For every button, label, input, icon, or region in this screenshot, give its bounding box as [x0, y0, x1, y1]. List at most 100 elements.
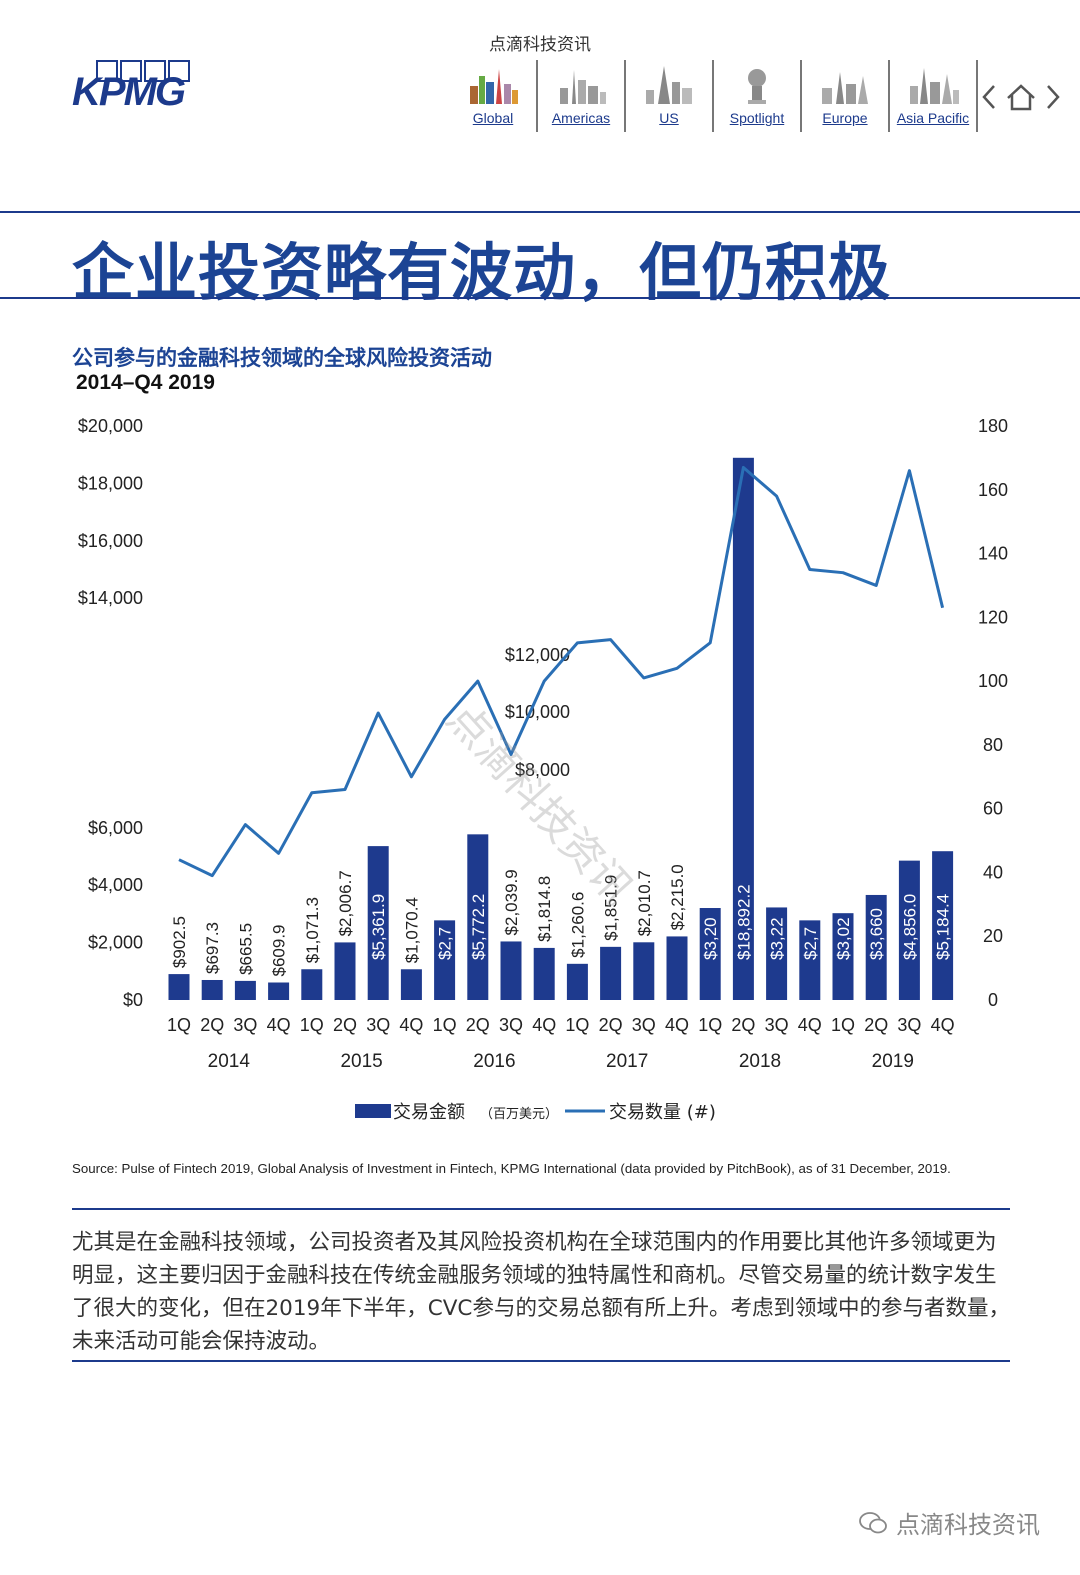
x-year-label: 2018	[739, 1051, 781, 1072]
bar-data-label: $1,851.9	[602, 875, 621, 941]
bar-mark	[865, 894, 887, 1000]
y-left-tick-label: $0	[123, 990, 143, 1010]
x-tick-label: 1Q	[831, 1015, 855, 1035]
y-right-tick-label: 120	[978, 607, 1008, 627]
bar-data-label: $1,814.8	[535, 876, 554, 942]
bar-mark	[666, 936, 688, 1000]
region-nav: Global Americas US Spotlight Europe Asia…	[450, 60, 978, 132]
nav-label: Europe	[822, 110, 868, 126]
x-tick-label: 4Q	[399, 1015, 423, 1035]
legend-label-line: 交易数量 (#)	[609, 1102, 716, 1123]
y-right-tick-label: 60	[983, 799, 1003, 819]
nav-americas[interactable]: Americas	[538, 60, 626, 132]
bar-mark	[932, 851, 954, 1000]
bar-mark	[168, 974, 190, 1000]
spotlight-icon	[748, 69, 766, 104]
legend-label-bar: 交易金额	[393, 1102, 465, 1123]
next-button[interactable]	[1047, 85, 1060, 109]
legend-swatch-bar	[355, 1104, 391, 1118]
bar-mark	[732, 457, 754, 1001]
x-tick-label: 2Q	[599, 1015, 623, 1035]
top-watermark: 点滴科技资讯	[489, 35, 591, 55]
bar-data-label: $1,070.4	[402, 897, 421, 963]
x-tick-label: 2Q	[333, 1015, 357, 1035]
y-right-tick-label: 20	[983, 926, 1003, 946]
bar-mark	[500, 941, 522, 1000]
nav-asia-pacific[interactable]: Asia Pacific	[890, 60, 978, 132]
nav-label: Global	[472, 110, 514, 126]
bar-data-label: $2,215.0	[668, 864, 687, 930]
nav-label: Asia Pacific	[896, 110, 970, 126]
bar-data-label: $5,184.4	[934, 894, 953, 960]
bar-data-label: $5,361.9	[369, 894, 388, 960]
y-right-tick-label: 180	[978, 416, 1008, 436]
y-left-tick-label: $18,000	[78, 473, 143, 493]
x-tick-label: 1Q	[167, 1015, 191, 1035]
body-rule-bottom	[72, 1360, 1010, 1362]
bar-mark	[600, 946, 622, 1000]
bar-mark	[699, 908, 721, 1000]
y-left-tick-label: $14,000	[78, 588, 143, 608]
y-left-tick-label: $10,000	[505, 702, 570, 722]
y-left-tick-label: $16,000	[78, 531, 143, 551]
line-series	[178, 465, 945, 878]
home-icon[interactable]	[1007, 84, 1035, 111]
nav-label: Spotlight	[729, 110, 785, 126]
bar-mark	[467, 834, 489, 1000]
y-right-tick-label: 0	[988, 990, 998, 1010]
x-tick-label: 2Q	[466, 1015, 490, 1035]
nav-label: US	[659, 110, 679, 126]
headline-rule-top	[0, 211, 1080, 213]
x-tick-label: 4Q	[267, 1015, 291, 1035]
x-tick-label: 3Q	[897, 1015, 921, 1035]
x-tick-label: 4Q	[665, 1015, 689, 1035]
page-title: 企业投资略有波动，但仍积极	[72, 236, 892, 309]
bar-mark	[566, 963, 588, 1000]
bar-data-label: $697.3	[203, 922, 222, 974]
nav-spotlight[interactable]: Spotlight	[714, 60, 802, 132]
bar-mark	[268, 982, 290, 1000]
bar-mark	[633, 942, 655, 1000]
x-tick-label: 3Q	[366, 1015, 390, 1035]
bar-data-label: $3,22	[768, 917, 787, 960]
bar-data-label: $4,856.0	[900, 894, 919, 960]
kpmg-logo[interactable]: KPMG	[72, 60, 192, 116]
global-skyline-icon	[470, 69, 518, 104]
bar-data-label: $2,7	[801, 927, 820, 960]
bar-data-label: $2,7	[436, 927, 455, 960]
bar-data-label: $5,772.2	[469, 894, 488, 960]
chart: $0 $2,000 $4,000 $6,000 $14,000 $16,000 $18,00…	[78, 416, 1008, 1123]
y-right-tick-label: 100	[978, 671, 1008, 691]
nav-europe[interactable]: Europe	[802, 60, 890, 132]
y-right-tick-label: 140	[978, 544, 1008, 564]
bar-data-label: $2,039.9	[502, 869, 521, 935]
x-tick-label: 3Q	[765, 1015, 789, 1035]
bar-mark	[301, 969, 323, 1000]
prev-button[interactable]	[982, 85, 995, 109]
bar-mark	[234, 980, 256, 1000]
body-rule-top	[72, 1208, 1010, 1210]
wechat-icon	[859, 1511, 887, 1533]
y-left-tick-label: $4,000	[88, 875, 143, 895]
y-right-tick-label: 160	[978, 480, 1008, 500]
y-left-tick-label: $8,000	[515, 760, 570, 780]
bar-data-label: $2,006.7	[336, 870, 355, 936]
footer-watermark: 点滴科技资讯	[858, 1505, 1040, 1540]
x-tick-label: 2Q	[731, 1015, 755, 1035]
y-left-tick-label: $6,000	[88, 818, 143, 838]
bar-mark	[766, 907, 788, 1000]
nav-global[interactable]: Global	[450, 60, 538, 132]
x-tick-label: 3Q	[499, 1015, 523, 1035]
bar-data-label: $3,660	[867, 908, 886, 960]
x-tick-label: 1Q	[433, 1015, 457, 1035]
x-tick-label: 4Q	[798, 1015, 822, 1035]
legend-unit-note: （百万美元）	[480, 1107, 558, 1122]
x-tick-label: 2Q	[200, 1015, 224, 1035]
bar-data-label: $3,02	[834, 917, 853, 960]
x-year-label: 2014	[208, 1051, 251, 1072]
bar-data-label: $665.5	[236, 923, 255, 975]
nav-us[interactable]: US	[626, 60, 714, 132]
x-year-label: 2015	[340, 1051, 382, 1072]
y-left-tick-label: $20,000	[78, 416, 143, 436]
y-left-tick-label: $12,000	[505, 645, 570, 665]
